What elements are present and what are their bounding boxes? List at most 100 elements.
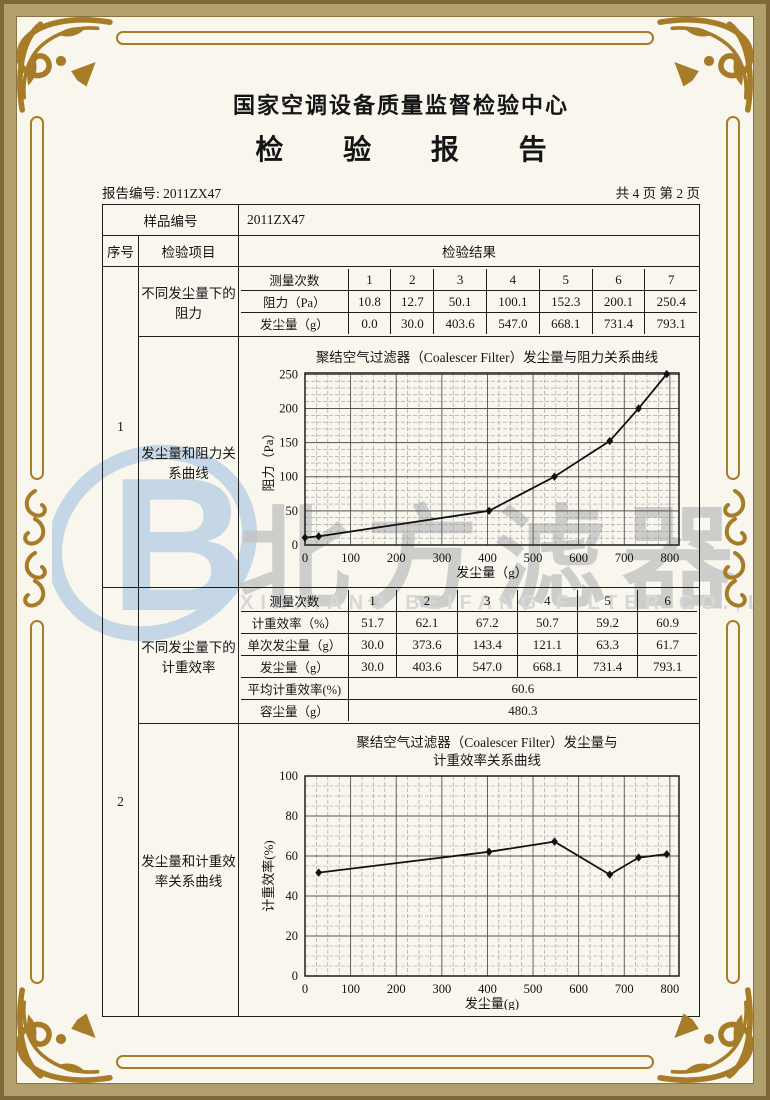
table-cell: 2 bbox=[396, 589, 458, 612]
svg-text:0: 0 bbox=[292, 969, 298, 983]
organization-title: 国家空调设备质量监督检验中心 bbox=[232, 93, 569, 118]
table-cell: 731.4 bbox=[576, 655, 639, 678]
table-cell: 793.1 bbox=[637, 655, 698, 678]
table-cell: 59.2 bbox=[576, 611, 639, 634]
row-label: 计重效率（%） bbox=[240, 611, 349, 634]
row-label: 测量次数 bbox=[240, 589, 349, 612]
svg-text:400: 400 bbox=[478, 551, 497, 565]
resistance-table: 测量次数 1 2 3 4 5 6 7 阻力（Pa） 10.8 12.7 50.1 100.1 152.3 2… bbox=[240, 268, 698, 335]
table-row: 测量次数 1 2 3 4 5 6 bbox=[240, 589, 698, 612]
svg-text:50: 50 bbox=[286, 504, 299, 518]
table-cell: 62.1 bbox=[396, 611, 458, 634]
svg-text:200: 200 bbox=[279, 402, 298, 416]
section1-chart-label: 发尘量和阻力关系曲线 bbox=[138, 336, 239, 588]
svg-text:700: 700 bbox=[615, 551, 634, 565]
svg-text:600: 600 bbox=[569, 982, 588, 996]
svg-text:阻力（Pa）: 阻力（Pa） bbox=[261, 427, 276, 492]
table-cell: 7 bbox=[644, 268, 698, 291]
table-cell: 1 bbox=[347, 589, 398, 612]
svg-text:700: 700 bbox=[615, 982, 634, 996]
svg-text:0: 0 bbox=[302, 551, 308, 565]
svg-text:150: 150 bbox=[279, 436, 298, 450]
chart1-title: 聚结空气过滤器（Coalescer Filter）发尘量与阻力关系曲线 bbox=[315, 349, 659, 365]
table-cell: 480.3 bbox=[347, 699, 698, 722]
svg-text:300: 300 bbox=[432, 982, 451, 996]
table-cell: 668.1 bbox=[516, 655, 578, 678]
frame-line-right-upper bbox=[726, 116, 740, 480]
frame-line-top bbox=[116, 31, 654, 45]
row-label: 发尘量（g） bbox=[240, 655, 349, 678]
table-row: 测量次数 1 2 3 4 5 6 7 bbox=[240, 268, 698, 291]
col-header-seq: 序号 bbox=[102, 235, 139, 267]
table-cell: 547.0 bbox=[486, 312, 540, 335]
col-header-item: 检验项目 bbox=[138, 235, 239, 267]
table-cell: 60.9 bbox=[637, 611, 698, 634]
corner-ornament-icon bbox=[16, 987, 113, 1083]
table-cell: 668.1 bbox=[538, 312, 593, 335]
chart2: 0 100 200 300 400 500 600 700 800 0 20 40 60 80 100 发尘量… bbox=[253, 769, 697, 1014]
table-cell: 50.7 bbox=[516, 611, 578, 634]
col-header-result: 检验结果 bbox=[238, 235, 700, 267]
section2-chart-row: 发尘量和计重效率关系曲线 聚结空气过滤器（Coalescer Filter）发尘… bbox=[103, 722, 700, 1018]
table-cell: 6 bbox=[591, 268, 646, 291]
svg-text:发尘量(g): 发尘量(g) bbox=[465, 996, 519, 1010]
sample-number-label: 样品编号 bbox=[102, 204, 239, 236]
svg-text:0: 0 bbox=[292, 538, 298, 552]
table-cell: 60.6 bbox=[347, 677, 698, 700]
section1-item-label: 不同发尘量下的阻力 bbox=[138, 266, 239, 337]
svg-text:250: 250 bbox=[279, 367, 298, 381]
row-label: 发尘量（g） bbox=[240, 312, 349, 335]
svg-text:60: 60 bbox=[286, 849, 299, 863]
svg-text:100: 100 bbox=[279, 770, 298, 783]
chart-svg: 0 100 200 300 400 500 600 700 800 0 50 100 150 200 250… bbox=[261, 367, 680, 580]
table-row: 容尘量（g） 480.3 bbox=[240, 699, 698, 722]
frame-line-bottom bbox=[116, 1055, 654, 1069]
table-cell: 50.1 bbox=[433, 290, 488, 313]
svg-text:200: 200 bbox=[387, 551, 406, 565]
table-cell: 3 bbox=[456, 589, 518, 612]
svg-text:100: 100 bbox=[341, 551, 360, 565]
table-cell: 152.3 bbox=[538, 290, 593, 313]
row-label: 测量次数 bbox=[240, 268, 349, 291]
table-cell: 3 bbox=[433, 268, 488, 291]
report-title: 检 验 报 告 bbox=[255, 134, 573, 165]
svg-text:发尘量（g）: 发尘量（g） bbox=[456, 565, 528, 579]
column-header-row: 序号 检验项目 检验结果 bbox=[102, 235, 700, 267]
sample-number-row: 样品编号 2011ZX47 bbox=[102, 204, 700, 236]
section2-seq: 2 bbox=[102, 586, 139, 1018]
table-cell: 63.3 bbox=[576, 633, 639, 656]
table-cell: 121.1 bbox=[516, 633, 578, 656]
section1-chart-row: 发尘量和阻力关系曲线 聚结空气过滤器（Coalescer Filter）发尘量与… bbox=[103, 336, 700, 588]
table-row: 阻力（Pa） 10.8 12.7 50.1 100.1 152.3 200.1 250.4 bbox=[240, 290, 698, 313]
svg-text:500: 500 bbox=[524, 982, 543, 996]
table-cell: 30.0 bbox=[390, 312, 435, 335]
section2-item-label: 不同发尘量下的计重效率 bbox=[138, 587, 239, 724]
table-row: 平均计重效率(%) 60.6 bbox=[240, 677, 698, 700]
table-cell: 30.0 bbox=[347, 655, 398, 678]
report-number-label: 报告编号: bbox=[102, 186, 160, 201]
section1-data-row: 1 不同发尘量下的阻力 测量次数 1 2 3 4 5 6 7 阻力（Pa） 10.8 12.7 50.… bbox=[102, 266, 700, 588]
frame-line-left-lower bbox=[30, 620, 44, 984]
svg-text:0: 0 bbox=[302, 982, 308, 996]
svg-text:20: 20 bbox=[286, 929, 299, 943]
svg-text:计重效率(%): 计重效率(%) bbox=[261, 841, 276, 913]
section2-data-row: 2 不同发尘量下的计重效率 测量次数 1 2 3 4 5 6 计重效率（%） 51.7 62.1 6… bbox=[102, 586, 700, 1018]
corner-ornament-icon bbox=[16, 17, 113, 113]
table-row: 单次发尘量（g） 30.0 373.6 143.4 121.1 63.3 61.7 bbox=[240, 633, 698, 656]
frame-line-left-upper bbox=[30, 116, 44, 480]
table-cell: 12.7 bbox=[390, 290, 435, 313]
table-cell: 51.7 bbox=[347, 611, 398, 634]
page-info: 共 4 页 第 2 页 bbox=[615, 186, 700, 201]
table-cell: 731.4 bbox=[591, 312, 646, 335]
table-row: 计重效率（%） 51.7 62.1 67.2 50.7 59.2 60.9 bbox=[240, 611, 698, 634]
table-cell: 793.1 bbox=[644, 312, 698, 335]
table-cell: 61.7 bbox=[637, 633, 698, 656]
sample-number-value: 2011ZX47 bbox=[238, 204, 700, 236]
svg-text:500: 500 bbox=[524, 551, 543, 565]
results-table: 样品编号 2011ZX47 序号 检验项目 检验结果 1 不同发尘量下的阻力 测… bbox=[102, 204, 700, 1018]
table-cell: 250.4 bbox=[644, 290, 698, 313]
svg-text:400: 400 bbox=[478, 982, 497, 996]
frame-line-right-lower bbox=[726, 620, 740, 984]
chart2-title-line1: 聚结空气过滤器（Coalescer Filter）发尘量与 bbox=[356, 735, 618, 750]
